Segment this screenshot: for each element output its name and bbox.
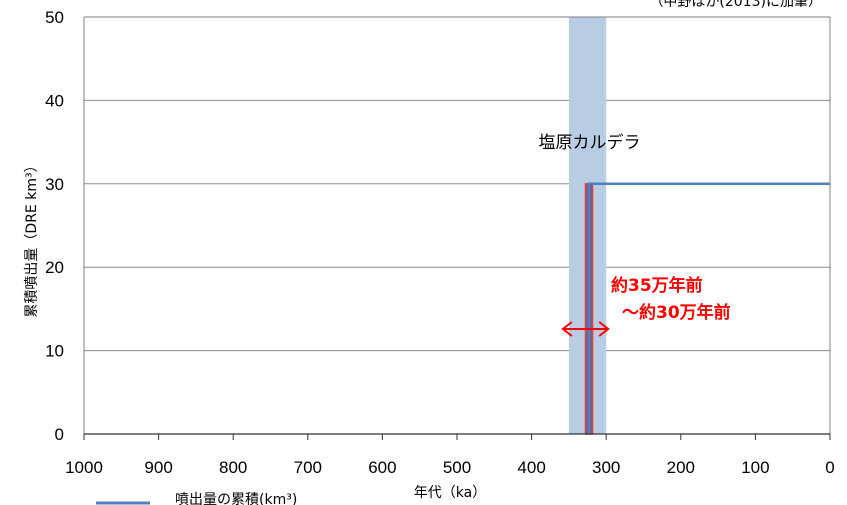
x-tick-label-600: 600 [368, 458, 396, 477]
arrow-head-left [561, 321, 573, 337]
y-tick-label-30: 30 [45, 175, 64, 194]
x-tick-label-100: 100 [741, 458, 769, 477]
age-annotation-line2: ～約30万年前 [622, 302, 731, 323]
legend-label: 噴出量の累積(km³) [175, 492, 297, 505]
y-tick-label-50: 50 [45, 8, 64, 27]
y-tick-label-20: 20 [45, 258, 64, 277]
y-tick-label-10: 10 [45, 342, 64, 361]
x-tick-label-800: 800 [219, 458, 247, 477]
arrow-head-right [598, 321, 610, 337]
source-note: （中野ほか(2013)に加筆） [649, 0, 822, 10]
age-annotation-line1: 約35万年前 [611, 275, 703, 296]
age-range-arrow [561, 321, 610, 337]
axes [83, 16, 831, 440]
x-axis-title: 年代（ka） [414, 485, 486, 501]
x-tick-label-900: 900 [144, 458, 172, 477]
y-tick-label-40: 40 [45, 91, 64, 110]
x-tick-label-200: 200 [667, 458, 695, 477]
x-tick-label-300: 300 [592, 458, 620, 477]
y-tick-label-0: 0 [55, 425, 64, 444]
y-axis-title: 累積噴出量（DRE km³） [24, 158, 40, 317]
x-tick-label-0: 0 [825, 458, 834, 477]
x-tick-label-1000: 1000 [65, 458, 103, 477]
x-tick-label-700: 700 [294, 458, 322, 477]
x-tick-label-400: 400 [517, 458, 545, 477]
series-line-cumulative [587, 182, 830, 434]
caldera-label: 塩原カルデラ [539, 132, 641, 153]
x-tick-label-500: 500 [443, 458, 471, 477]
